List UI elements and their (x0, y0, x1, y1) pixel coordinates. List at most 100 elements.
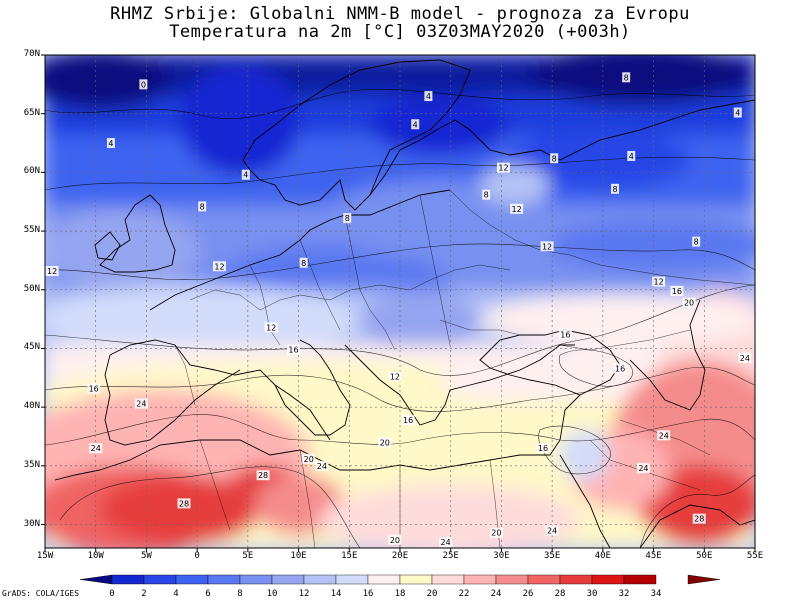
colorbar-swatch (431, 574, 465, 585)
contour-label-bg (87, 383, 101, 394)
colorbar-swatch (495, 574, 529, 585)
colorbar-swatch (303, 574, 337, 585)
colorbar-label: 10 (266, 589, 278, 599)
contour-label-bg (287, 344, 300, 355)
colorbar-label: 30 (586, 589, 598, 599)
contour-label-bg (613, 363, 627, 374)
contour-label: 16 (672, 287, 682, 296)
colorbar-swatch (111, 574, 145, 585)
contour-label-bg (482, 189, 491, 200)
contour-label: 24 (659, 431, 669, 440)
contour-label: 8 (200, 202, 205, 211)
contour-label: 12 (542, 242, 552, 251)
lon-label: 15W (36, 551, 54, 561)
contour-label: 4 (243, 171, 248, 180)
contour-label: 4 (735, 109, 740, 118)
colorbar-swatch (591, 574, 625, 585)
contour-label: 4 (413, 120, 418, 129)
contour-label-bg (652, 276, 666, 287)
contour-label-bg (264, 322, 278, 333)
contour-label-bg (424, 91, 433, 102)
contour-label: 0 (141, 80, 146, 89)
contour-label: 24 (441, 538, 451, 547)
contour-label: 24 (638, 464, 648, 473)
colorbar-label: 16 (362, 589, 374, 599)
contour-label: 12 (498, 164, 508, 173)
contour-label-bg (636, 463, 650, 474)
contour-label-bg (738, 352, 752, 363)
colorbar-label: 2 (141, 589, 147, 599)
contour-label-bg (622, 72, 631, 83)
lon-label: 10E (290, 551, 307, 561)
contour-label: 24 (740, 354, 750, 363)
contour-label-bg (45, 265, 59, 276)
contour-label: 16 (615, 364, 625, 373)
colorbar-swatch (559, 574, 593, 585)
colorbar-swatch (175, 574, 209, 585)
map-title-line-2: Temperatura na 2m [°C] 03Z03MAY2020 (+00… (169, 22, 631, 42)
contour-label: 16 (560, 330, 570, 339)
colorbar-swatch (271, 574, 305, 585)
colorbar-label: 6 (205, 589, 211, 599)
contour-label-bg (439, 537, 453, 548)
lon-label: 15E (341, 551, 358, 561)
lat-label: 55N (23, 225, 40, 236)
lon-label: 55E (746, 551, 764, 561)
contour-label: 24 (547, 526, 557, 535)
contour-labels: 0 4 4 4 4 8 8 8 8 8 4 8 8 8 4 12 12 12 12 12 12 12 12 16 16 16 16 1… (45, 72, 752, 548)
colorbar-swatch (207, 574, 241, 585)
contour-label: 8 (612, 185, 617, 194)
contour-label: 20 (390, 536, 400, 545)
contour-label: 28 (694, 515, 704, 524)
colorbar-swatch (623, 574, 657, 585)
colorbar-label: 4 (173, 589, 179, 599)
contour-label: 16 (403, 416, 413, 425)
lat-label: 65N (23, 107, 40, 118)
contour-label: 8 (624, 73, 629, 82)
contour-label: 28 (179, 499, 189, 508)
colorbar-swatch (399, 574, 433, 585)
lat-label: 35N (23, 459, 40, 470)
contour-label: 12 (512, 205, 522, 214)
contour-label-bg (177, 498, 191, 509)
contour-label-bg (536, 443, 550, 454)
contour-label-bg (627, 150, 636, 161)
contour-label: 20 (380, 438, 390, 447)
contour-label: 4 (108, 139, 113, 148)
contour-label: 8 (552, 154, 557, 163)
colorbar-swatch (335, 574, 369, 585)
colorbar-swatch (367, 574, 401, 585)
contour-label-bg (378, 437, 392, 448)
contour-label-bg (139, 79, 148, 90)
contour-label-bg (510, 203, 524, 214)
contour-label-bg (692, 236, 701, 247)
contour-label: 4 (426, 92, 431, 101)
contour-label: 20 (304, 455, 314, 464)
contour-label: 12 (390, 373, 400, 382)
contour-label-bg (388, 371, 402, 382)
axis-ticks (41, 54, 756, 552)
lat-label: 40N (23, 401, 40, 412)
lon-label: 25E (442, 551, 459, 561)
contour-label-bg (89, 443, 103, 454)
contour-label-bg (302, 453, 316, 464)
contour-label: 16 (89, 384, 99, 393)
contour-label: 12 (266, 323, 276, 332)
colorbar-label: 8 (237, 589, 243, 599)
contour-label-bg (299, 257, 308, 268)
contour-label-bg (733, 107, 742, 118)
colorbar-label: 24 (490, 589, 502, 599)
contour-label: 8 (345, 214, 350, 223)
colorbar-swatch (687, 574, 721, 585)
contour-label: 8 (484, 191, 489, 200)
contour-label-bg (198, 201, 207, 212)
contour-label-bg (134, 398, 148, 409)
contour-label: 12 (47, 267, 57, 276)
contour-label: 24 (136, 400, 146, 409)
lon-label: 20E (391, 551, 409, 561)
contour-label-bg (545, 525, 559, 536)
contour-label-bg (611, 183, 620, 194)
lon-label: 0 (194, 551, 200, 561)
colorbar-swatch (527, 574, 561, 585)
